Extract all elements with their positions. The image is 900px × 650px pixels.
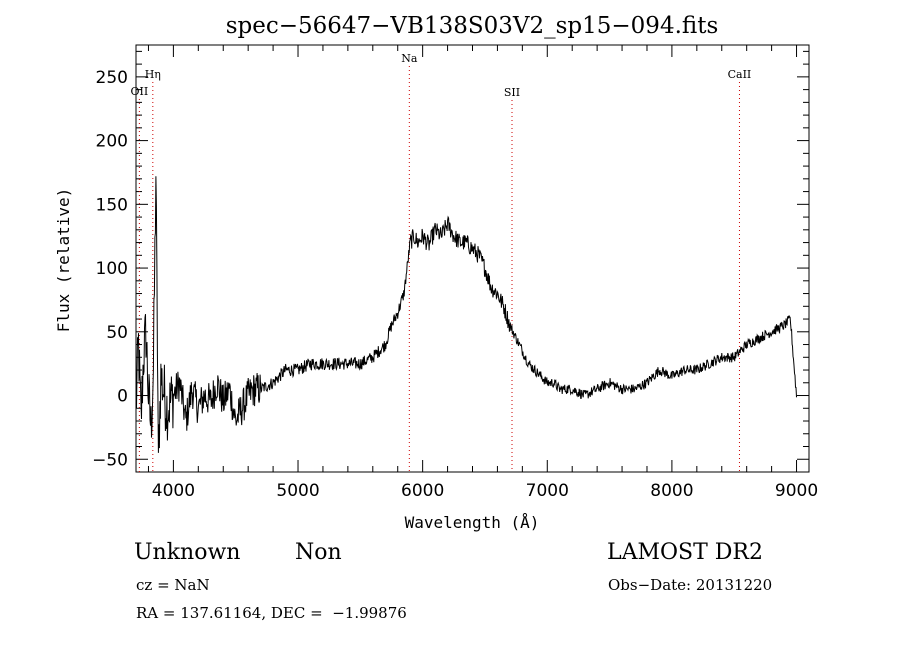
object-subclass: Non [295, 540, 342, 565]
line-marker-label: SII [504, 86, 520, 99]
y-tick-label: 250 [96, 68, 128, 88]
chart-title: spec−56647−VB138S03V2_sp15−094.fits [226, 13, 719, 39]
coordinates: RA = 137.61164, DEC = −1.99876 [136, 604, 407, 622]
object-class: Unknown [134, 540, 241, 565]
x-tick-label: 9000 [775, 481, 818, 501]
line-marker-label: CaII [728, 68, 752, 81]
x-axis-label: Wavelength (Å) [405, 513, 540, 532]
survey-name: LAMOST DR2 [607, 540, 763, 565]
x-tick-label: 5000 [276, 481, 319, 501]
y-tick-label: 100 [96, 259, 128, 279]
x-tick-label: 7000 [526, 481, 569, 501]
y-axis: −50 0 50 100 150 200 250 [92, 50, 809, 470]
x-tick-label: 8000 [650, 481, 693, 501]
redshift-cz: cz = NaN [136, 576, 210, 594]
line-marker-label: Na [401, 52, 418, 65]
y-axis-label: Flux (relative) [54, 188, 73, 333]
line-marker-label: Hη [145, 68, 161, 81]
x-tick-label: 4000 [152, 481, 195, 501]
line-marker-label: OII [131, 85, 149, 98]
y-tick-label: 50 [106, 323, 128, 343]
observation-date: Obs−Date: 20131220 [608, 576, 773, 594]
y-tick-label: −50 [92, 450, 128, 470]
plot-frame [135, 44, 810, 473]
x-tick-label: 6000 [401, 481, 444, 501]
flux-series-line [135, 176, 797, 453]
y-tick-label: 150 [96, 195, 128, 215]
plot-area-border [135, 44, 810, 473]
y-tick-label: 0 [117, 387, 128, 407]
y-tick-label: 200 [96, 132, 128, 152]
x-axis: 4000 5000 6000 7000 8000 9000 [147, 45, 818, 501]
